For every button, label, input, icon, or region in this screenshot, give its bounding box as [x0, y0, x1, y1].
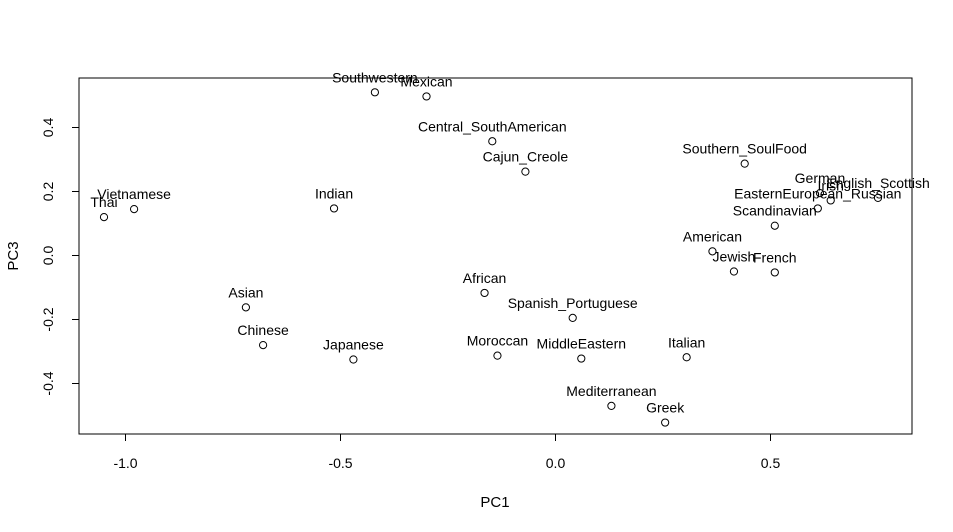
data-point-label: Irish: [817, 177, 843, 193]
data-point-label: Mexican: [400, 73, 452, 89]
data-point-label: Vietnamese: [97, 186, 171, 202]
x-axis-label: PC1: [480, 494, 509, 511]
y-tick-label: -0.4: [40, 371, 56, 395]
data-point: [770, 221, 779, 230]
data-point: [259, 341, 268, 350]
data-point-label: Thai: [90, 194, 117, 210]
data-point-label: German: [795, 170, 846, 186]
data-point-label: Asian: [228, 284, 263, 300]
data-point: [241, 303, 250, 312]
x-tick-label: 0.5: [761, 455, 781, 471]
data-point: [682, 353, 691, 362]
data-point-label: Japanese: [323, 337, 384, 353]
data-point-label: Spanish_Portuguese: [508, 295, 638, 311]
data-point: [661, 418, 670, 427]
data-point: [815, 189, 825, 198]
data-point-label: Mediterranean: [566, 383, 656, 399]
data-point-label: Chinese: [237, 322, 289, 338]
data-point: [349, 355, 358, 364]
y-tick-label: 0.0: [40, 246, 56, 266]
data-point: [99, 213, 109, 222]
data-points: [99, 88, 883, 427]
data-point: [568, 313, 577, 322]
data-point: [521, 167, 530, 176]
data-point: [329, 204, 339, 213]
y-tick-label: 0.4: [40, 118, 56, 138]
data-point: [493, 351, 502, 360]
data-point: [480, 288, 489, 298]
data-point-label: French: [753, 249, 797, 265]
data-point-label: American: [683, 228, 742, 244]
data-point: [607, 401, 616, 410]
data-point: [729, 267, 739, 276]
data-point-label: Jewish: [713, 249, 756, 265]
data-point: [577, 354, 586, 363]
y-axis-label: PC3: [5, 241, 22, 270]
data-point-label: Scandinavian: [733, 203, 817, 219]
data-point: [370, 88, 379, 97]
y-tick-label: -0.2: [40, 307, 56, 331]
data-point-label: EasternEuropean_Russian: [734, 185, 901, 201]
x-tick-label: -0.5: [328, 455, 352, 471]
data-point: [130, 205, 139, 214]
data-point: [813, 204, 822, 213]
data-point: [826, 196, 835, 205]
y-tick-label: 0.2: [40, 182, 56, 202]
y-axis: -0.4 -0.2 0.0 0.2 0.4: [40, 118, 80, 396]
x-tick-label: -1.0: [113, 455, 137, 471]
data-point: [422, 92, 431, 101]
data-point-label: MiddleEastern: [537, 336, 627, 352]
data-point-label: Italian: [668, 334, 705, 350]
data-point-label: English_Scottish: [826, 175, 930, 191]
data-point-label: African: [463, 270, 507, 286]
data-point-label: Greek: [646, 400, 685, 416]
data-point: [708, 247, 717, 256]
data-point-label: Southern_SoulFood: [682, 141, 807, 157]
data-point-label: Southwestern: [332, 69, 418, 85]
data-point-label: Moroccan: [467, 333, 528, 349]
data-point-label: Indian: [315, 185, 353, 201]
data-point-label: Central_SouthAmerican: [418, 118, 567, 134]
x-axis: -1.0 -0.5 0.0 0.5: [113, 433, 781, 471]
data-point: [488, 137, 497, 146]
data-point: [873, 193, 883, 202]
data-point: [740, 159, 749, 168]
data-point-label: Cajun_Creole: [483, 149, 569, 165]
data-point: [770, 268, 779, 277]
x-tick-label: 0.0: [546, 455, 566, 471]
